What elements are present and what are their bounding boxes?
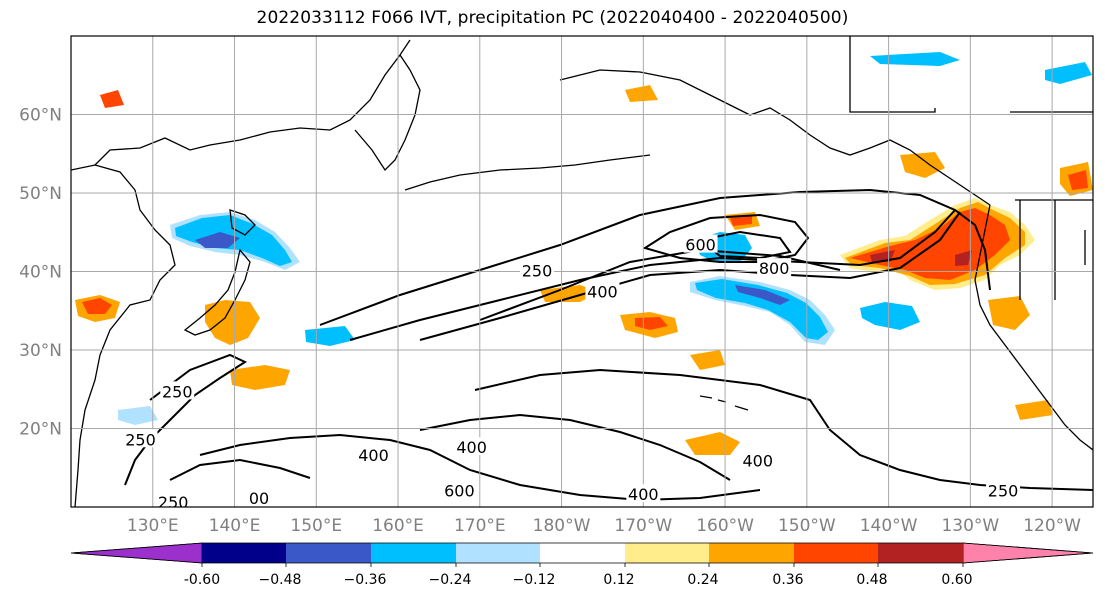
contour-label: 800 [759, 259, 790, 278]
colorbar-segment [456, 543, 540, 563]
longitude-label: 170°E [454, 516, 506, 536]
contour-label: 250 [125, 430, 156, 449]
contour-label-bg [683, 234, 718, 253]
colorbar-segment [625, 543, 709, 563]
contour-label: 00 [249, 489, 269, 508]
contour-label-bg [356, 444, 391, 463]
latitude-label: 40°N [19, 263, 62, 283]
precipitation-shading [75, 52, 1093, 455]
colorbar-segment [371, 543, 456, 563]
contour-label: 600 [444, 481, 475, 500]
longitude-label: 160°E [372, 516, 424, 536]
colorbar-extend-low [70, 542, 203, 564]
contour-label-bg [454, 437, 489, 456]
colorbar-segment [286, 543, 371, 563]
longitude-label: 140°W [860, 516, 918, 536]
colorbar-segment [540, 543, 625, 563]
latitude-label: 30°N [19, 341, 62, 361]
contour-label: 250 [162, 382, 193, 401]
longitude-label: 170°W [614, 516, 672, 536]
colorbar-tick-label: -0.60 [184, 572, 220, 588]
latitude-labels: 20°N 30°N 40°N 50°N 60°N [19, 106, 62, 440]
longitude-label: 120°W [1023, 516, 1081, 536]
colorbar-segment [878, 543, 963, 563]
contour-label: 400 [743, 451, 774, 470]
contour-label: 400 [628, 485, 659, 504]
longitude-label: 130°E [127, 516, 179, 536]
colorbar-segment [202, 543, 286, 563]
contour-label-bg [442, 480, 477, 499]
colorbar-ticks: -0.60 −0.48 −0.36 −0.24 −0.12 0.12 0.24 0.36 0.4… [184, 563, 973, 588]
colorbar-segment [709, 543, 794, 563]
map-title: 2022033112 F066 IVT, precipitation PC (2… [256, 8, 849, 28]
longitude-label: 150°W [778, 516, 836, 536]
contour-label-bg [986, 480, 1021, 499]
colorbar-tick-label: 0.36 [772, 572, 803, 588]
colorbar-tick-label: −0.12 [513, 572, 556, 588]
colorbar-tick-label: 0.24 [687, 572, 718, 588]
longitude-labels: 130°E 140°E 150°E 160°E 170°E 180°W 170°W 160°W… [127, 516, 1081, 536]
contour-label-bg [156, 492, 191, 507]
contour-label: 250 [158, 493, 189, 512]
coastlines [71, 36, 1093, 507]
contour-label-bg [626, 484, 661, 503]
colorbar-tick-label: 0.48 [856, 572, 887, 588]
longitude-label: 130°W [941, 516, 999, 536]
longitude-label: 160°W [696, 516, 754, 536]
contour-label: 600 [685, 236, 716, 255]
contour-label-bg [757, 258, 792, 277]
contour-label-bg [585, 281, 620, 300]
contour-label: 400 [456, 438, 487, 457]
colorbar-tick-label: 0.12 [603, 572, 634, 588]
contour-label: 250 [988, 481, 1019, 500]
map-frame [70, 35, 1094, 508]
contour-label-bg [242, 488, 277, 507]
latitude-label: 60°N [19, 106, 62, 126]
colorbar-extend-high [962, 542, 1094, 564]
contour-label-bg [123, 429, 158, 448]
contour-label-bg [160, 381, 195, 400]
longitude-label: 180°W [533, 516, 591, 536]
contour-labels: 250 400 600 800 250 250 250 400 400 600 400 400 250 0… [123, 234, 1021, 512]
colorbar-tick-label: −0.36 [344, 572, 387, 588]
latitude-label: 50°N [19, 184, 62, 204]
contour-label: 400 [358, 446, 389, 465]
colorbar-tick-label: −0.48 [259, 572, 302, 588]
gridlines [71, 36, 1093, 507]
map-layers: 250 400 600 800 250 250 250 400 400 600 400 400 250 0… [71, 36, 1093, 512]
longitude-label: 150°E [290, 516, 342, 536]
contour-label: 250 [522, 262, 553, 281]
contour-label: 400 [587, 283, 618, 302]
contour-label-bg [520, 260, 555, 279]
colorbar-segment [794, 543, 878, 563]
contour-label-bg [740, 450, 775, 469]
longitude-label: 140°E [209, 516, 261, 536]
colorbar [70, 542, 1094, 564]
latitude-label: 20°N [19, 420, 62, 440]
colorbar-tick-label: −0.24 [429, 572, 472, 588]
colorbar-tick-label: 0.60 [941, 572, 972, 588]
